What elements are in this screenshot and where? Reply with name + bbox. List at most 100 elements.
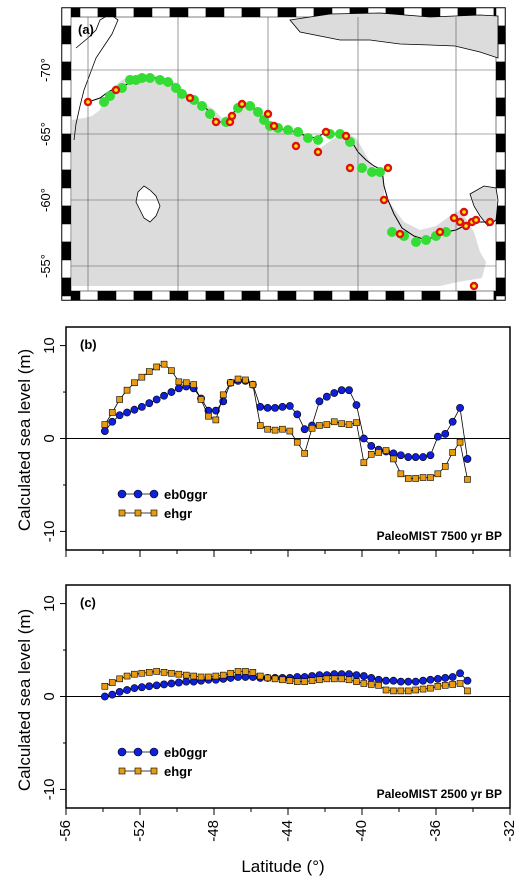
point-eb0ggr — [448, 417, 457, 426]
point-eb0ggr — [382, 676, 390, 685]
point-ehgr — [123, 386, 131, 394]
point-ehgr — [353, 419, 360, 427]
point-eb0ggr — [315, 397, 324, 406]
point-eb0ggr — [130, 684, 139, 693]
point-eb0ggr — [160, 391, 168, 400]
site-green — [293, 127, 303, 137]
site-red-center — [114, 88, 118, 92]
point-ehgr — [412, 686, 419, 694]
point-ehgr — [279, 676, 286, 684]
point-ehgr — [256, 672, 264, 680]
point-ehgr — [293, 678, 301, 685]
point-ehgr — [249, 381, 257, 388]
site-green — [375, 167, 385, 177]
border-cell-top — [151, 7, 171, 18]
border-cell-left — [61, 7, 72, 27]
point-ehgr — [434, 470, 442, 478]
ylabel-panel-b: Calculated sea level (m) — [15, 349, 34, 531]
legend-label: eb0ggr — [164, 487, 207, 502]
point-eb0ggr — [396, 677, 405, 686]
point-ehgr — [293, 438, 301, 446]
map-land — [72, 12, 499, 286]
site-red-center — [272, 124, 276, 128]
point-ehgr — [271, 426, 279, 434]
site-green — [253, 107, 263, 117]
legend-marker-eb0ggr — [149, 489, 159, 499]
point-ehgr — [427, 684, 434, 692]
panel-annotation: PaleoMIST 7500 yr BP — [377, 529, 502, 543]
site-red-center — [398, 232, 402, 236]
point-ehgr — [205, 412, 212, 420]
border-cell-top — [205, 7, 225, 18]
legend-label: ehgr — [164, 506, 192, 521]
point-ehgr — [397, 687, 405, 695]
point-ehgr — [441, 682, 449, 689]
site-green — [163, 77, 173, 87]
point-ehgr — [316, 676, 323, 684]
point-eb0ggr — [123, 686, 131, 694]
x-tick-label: -32 — [501, 820, 517, 842]
site-red-center — [294, 144, 298, 148]
border-cell-right — [495, 295, 506, 301]
site-red-center — [230, 114, 234, 118]
legend-marker-ehgr — [118, 509, 126, 517]
xlabel: Latitude (°) — [241, 857, 324, 876]
point-ehgr — [197, 673, 205, 681]
x-tick-label: -44 — [279, 820, 296, 842]
point-eb0ggr — [137, 403, 146, 411]
point-ehgr — [219, 671, 227, 679]
legend-label: ehgr — [164, 764, 192, 779]
point-eb0ggr — [167, 388, 176, 396]
legend-marker-ehgr — [150, 767, 158, 775]
x-tick-label: -52 — [131, 820, 148, 842]
point-ehgr — [390, 455, 397, 463]
border-cell-right — [495, 241, 506, 261]
border-cell-left — [61, 79, 72, 99]
border-cell-left — [61, 25, 72, 45]
point-ehgr — [286, 427, 294, 435]
series-line-ehgr — [104, 363, 468, 480]
point-eb0ggr — [419, 453, 427, 461]
point-ehgr — [345, 421, 353, 428]
border-cell-top — [421, 7, 441, 18]
point-eb0ggr — [211, 406, 220, 415]
point-ehgr — [138, 373, 146, 381]
point-eb0ggr — [130, 405, 139, 414]
point-ehgr — [182, 671, 190, 679]
x-tick-label: -56 — [57, 820, 74, 842]
y-tick-label: 10 — [41, 595, 58, 612]
site-red-center — [324, 130, 328, 134]
border-cell-bottom — [313, 290, 333, 301]
site-red-center — [344, 134, 348, 138]
site-green — [387, 227, 397, 237]
border-cell-left — [61, 151, 72, 171]
point-ehgr — [168, 367, 175, 374]
border-cell-left — [61, 187, 72, 207]
point-ehgr — [264, 674, 271, 682]
point-eb0ggr — [152, 681, 161, 690]
border-cell-bottom — [259, 290, 279, 301]
map-panel: -70° -65° -60° -55° (a) — [38, 7, 506, 301]
border-cell-top — [295, 7, 315, 18]
map-checker-border — [61, 7, 506, 301]
border-cell-left — [61, 295, 72, 301]
point-ehgr — [116, 675, 123, 683]
site-green — [367, 167, 377, 177]
point-eb0ggr — [433, 432, 442, 441]
legend-label: eb0ggr — [164, 745, 207, 760]
ylabel-panel-c: Calculated sea level (m) — [15, 609, 34, 791]
point-eb0ggr — [367, 674, 376, 682]
point-eb0ggr — [441, 429, 450, 438]
border-cell-right — [495, 151, 506, 171]
point-ehgr — [360, 459, 368, 466]
point-ehgr — [256, 422, 264, 429]
border-cell-bottom — [295, 290, 315, 301]
map-land-east — [469, 185, 499, 227]
point-eb0ggr — [463, 455, 472, 463]
border-cell-top — [241, 7, 261, 18]
map-sites — [83, 73, 495, 291]
site-green — [245, 101, 255, 111]
border-cell-bottom — [97, 290, 117, 301]
point-eb0ggr — [359, 434, 368, 443]
border-cell-bottom — [169, 290, 189, 301]
